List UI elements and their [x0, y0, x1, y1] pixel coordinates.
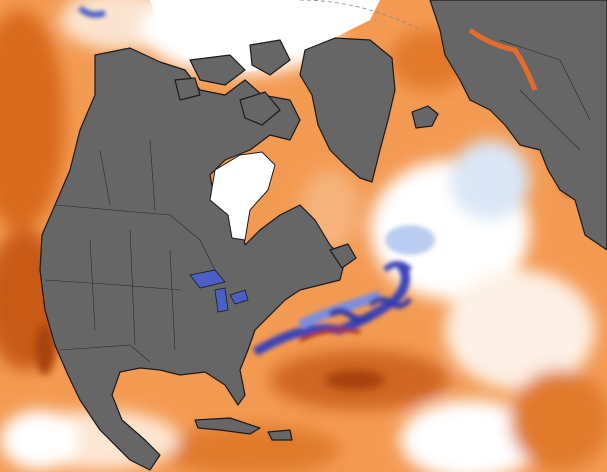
borders: [44, 39, 591, 363]
great-lakes: [189, 269, 249, 313]
graticule: [299, 0, 421, 31]
hudson-bay: [209, 151, 276, 241]
cuba: [194, 417, 261, 435]
baltic: [468, 27, 538, 91]
north-america: [39, 47, 346, 471]
hispaniola: [267, 429, 293, 441]
arctic-islands: [174, 39, 291, 126]
europe: [429, 0, 607, 251]
arctic-ice: [150, 0, 380, 75]
iceland: [411, 105, 439, 129]
greenland: [299, 37, 396, 183]
newfoundland: [329, 243, 357, 269]
